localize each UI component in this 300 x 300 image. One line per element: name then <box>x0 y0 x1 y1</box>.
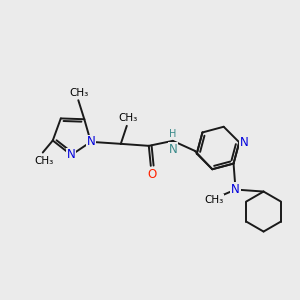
Text: CH₃: CH₃ <box>118 113 137 123</box>
Text: N: N <box>231 183 240 196</box>
Text: N: N <box>67 148 76 161</box>
Text: N: N <box>168 143 177 156</box>
Text: CH₃: CH₃ <box>204 195 223 205</box>
Text: N: N <box>86 135 95 148</box>
Text: O: O <box>147 168 156 181</box>
Text: CH₃: CH₃ <box>70 88 89 98</box>
Text: CH₃: CH₃ <box>34 155 53 166</box>
Text: N: N <box>240 136 249 149</box>
Text: H: H <box>169 129 176 139</box>
